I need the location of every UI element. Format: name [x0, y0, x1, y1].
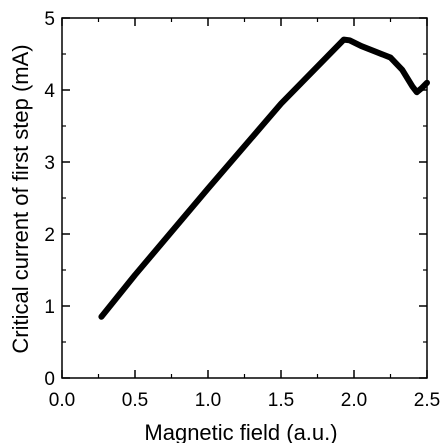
x-axis-title: Magnetic field (a.u.) — [144, 420, 337, 443]
y-tick-label: 5 — [44, 9, 55, 30]
y-axis-title: Critical current of first step (mA) — [8, 44, 33, 353]
series-line — [98, 36, 430, 320]
y-tick-label: 0 — [44, 369, 55, 390]
y-tick-label: 4 — [44, 81, 55, 102]
axes — [61, 17, 428, 379]
y-tick-label: 3 — [44, 153, 55, 174]
plot-frame — [61, 17, 428, 379]
x-tick-label: 1.5 — [268, 390, 294, 411]
x-tick-label: 2.0 — [341, 390, 367, 411]
x-tick-label: 2.5 — [414, 390, 440, 411]
y-tick-label: 2 — [44, 225, 55, 246]
x-tick-label: 0.0 — [49, 390, 75, 411]
y-tick-label: 1 — [44, 297, 55, 318]
x-tick-label: 0.5 — [122, 390, 148, 411]
tick-labels: 0.0 0.5 1.0 1.5 2.0 2.5 0 1 2 3 4 5 — [44, 9, 440, 411]
x-tick-label: 1.0 — [195, 390, 221, 411]
ticks — [61, 17, 428, 379]
